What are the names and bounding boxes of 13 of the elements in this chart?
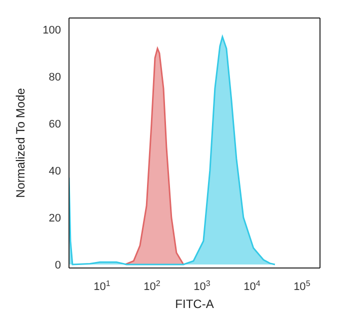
y-tick-label: 20 xyxy=(48,212,61,224)
x-tick-label: 10$^{5}$ xyxy=(294,278,311,293)
y-tick-label: 60 xyxy=(48,118,61,131)
y-tick-label: 100 xyxy=(42,24,61,37)
x-tick-label: 10$^{2}$ xyxy=(144,278,161,293)
x-axis-title: FITC-A xyxy=(175,297,214,311)
x-tick-label: 10$^{1}$ xyxy=(94,278,111,293)
y-axis-title: Normalized To Mode xyxy=(13,88,28,198)
x-tick-label: 10$^{3}$ xyxy=(194,278,211,293)
y-tick-label: 40 xyxy=(48,165,61,178)
x-tick-label: 10$^{4}$ xyxy=(244,278,261,293)
y-tick-label: 80 xyxy=(48,72,61,84)
y-tick-label: 0 xyxy=(54,259,61,272)
